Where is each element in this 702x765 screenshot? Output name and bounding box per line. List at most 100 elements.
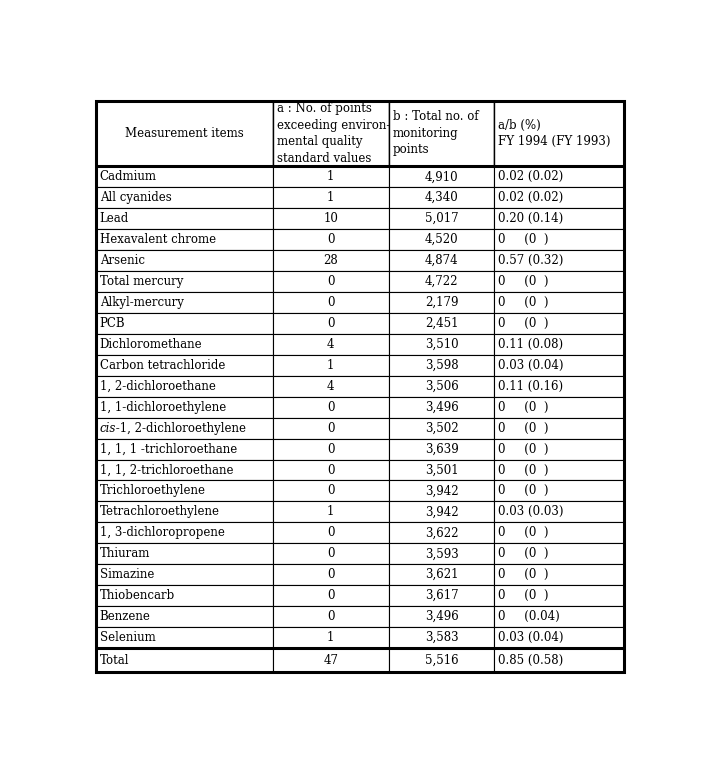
Bar bbox=[494, 501, 623, 522]
Text: 1, 2-dichloroethane: 1, 2-dichloroethane bbox=[100, 379, 216, 392]
Bar bbox=[389, 334, 494, 355]
Bar bbox=[272, 397, 389, 418]
Bar bbox=[96, 418, 272, 438]
Bar bbox=[272, 522, 389, 543]
Bar bbox=[272, 355, 389, 376]
Text: 2,179: 2,179 bbox=[425, 296, 458, 309]
Bar bbox=[96, 627, 272, 648]
Bar bbox=[96, 606, 272, 627]
Text: 0: 0 bbox=[327, 568, 334, 581]
Text: Dichloromethane: Dichloromethane bbox=[100, 338, 202, 351]
Bar bbox=[494, 397, 623, 418]
Bar bbox=[494, 208, 623, 230]
Text: 0     (0  ): 0 (0 ) bbox=[498, 296, 549, 309]
Text: 0.85 (0.58): 0.85 (0.58) bbox=[498, 653, 564, 666]
Bar bbox=[272, 418, 389, 438]
Text: 4: 4 bbox=[327, 379, 334, 392]
Bar bbox=[494, 355, 623, 376]
Bar bbox=[96, 230, 272, 250]
Text: Thiuram: Thiuram bbox=[100, 547, 150, 560]
Bar bbox=[272, 585, 389, 606]
Bar bbox=[389, 355, 494, 376]
Bar bbox=[389, 166, 494, 187]
Text: 0.02 (0.02): 0.02 (0.02) bbox=[498, 171, 564, 184]
Bar bbox=[272, 438, 389, 460]
Text: 0     (0  ): 0 (0 ) bbox=[498, 589, 549, 602]
Text: 0: 0 bbox=[327, 401, 334, 414]
Bar bbox=[389, 313, 494, 334]
Text: 4,520: 4,520 bbox=[425, 233, 458, 246]
Bar bbox=[96, 250, 272, 271]
Bar bbox=[494, 627, 623, 648]
Text: 4,910: 4,910 bbox=[425, 171, 458, 184]
Text: 0: 0 bbox=[327, 464, 334, 477]
Bar bbox=[494, 565, 623, 585]
Bar bbox=[96, 101, 272, 166]
Bar bbox=[389, 397, 494, 418]
Bar bbox=[494, 292, 623, 313]
Bar bbox=[494, 187, 623, 208]
Text: 1: 1 bbox=[327, 631, 334, 644]
Bar bbox=[389, 648, 494, 672]
Bar bbox=[389, 376, 494, 397]
Bar bbox=[389, 501, 494, 522]
Bar bbox=[96, 397, 272, 418]
Bar bbox=[272, 460, 389, 480]
Text: 0: 0 bbox=[327, 589, 334, 602]
Bar bbox=[389, 418, 494, 438]
Text: Total mercury: Total mercury bbox=[100, 275, 183, 288]
Text: 0     (0  ): 0 (0 ) bbox=[498, 233, 549, 246]
Text: 3,502: 3,502 bbox=[425, 422, 458, 435]
Text: 0.03 (0.03): 0.03 (0.03) bbox=[498, 506, 564, 519]
Bar bbox=[96, 334, 272, 355]
Bar bbox=[96, 480, 272, 501]
Text: 0: 0 bbox=[327, 296, 334, 309]
Bar bbox=[96, 292, 272, 313]
Text: Total: Total bbox=[100, 653, 129, 666]
Text: Thiobencarb: Thiobencarb bbox=[100, 589, 175, 602]
Text: 0.11 (0.16): 0.11 (0.16) bbox=[498, 379, 563, 392]
Text: 0     (0  ): 0 (0 ) bbox=[498, 484, 549, 497]
Text: 4: 4 bbox=[327, 338, 334, 351]
Text: 0.02 (0.02): 0.02 (0.02) bbox=[498, 191, 564, 204]
Bar bbox=[272, 271, 389, 292]
Text: 4,722: 4,722 bbox=[425, 275, 458, 288]
Bar bbox=[494, 376, 623, 397]
Text: 5,017: 5,017 bbox=[425, 212, 458, 225]
Bar bbox=[272, 187, 389, 208]
Text: 2,451: 2,451 bbox=[425, 317, 458, 330]
Bar bbox=[272, 606, 389, 627]
Bar bbox=[494, 166, 623, 187]
Text: 4,340: 4,340 bbox=[425, 191, 458, 204]
Bar bbox=[272, 543, 389, 565]
Bar bbox=[96, 208, 272, 230]
Text: 0: 0 bbox=[327, 233, 334, 246]
Text: 3,496: 3,496 bbox=[425, 610, 458, 623]
Text: All cyanides: All cyanides bbox=[100, 191, 171, 204]
Bar bbox=[96, 166, 272, 187]
Bar bbox=[272, 480, 389, 501]
Bar bbox=[96, 501, 272, 522]
Bar bbox=[272, 376, 389, 397]
Text: -1, 2-dichloroethylene: -1, 2-dichloroethylene bbox=[112, 422, 246, 435]
Text: 0     (0  ): 0 (0 ) bbox=[498, 401, 549, 414]
Text: 0: 0 bbox=[327, 547, 334, 560]
Bar bbox=[494, 313, 623, 334]
Bar bbox=[494, 543, 623, 565]
Text: 1: 1 bbox=[327, 359, 334, 372]
Text: Tetrachloroethylene: Tetrachloroethylene bbox=[100, 506, 220, 519]
Bar bbox=[389, 250, 494, 271]
Text: Lead: Lead bbox=[100, 212, 129, 225]
Text: b : Total no. of
monitoring
points: b : Total no. of monitoring points bbox=[392, 110, 478, 157]
Bar bbox=[96, 355, 272, 376]
Text: 0     (0  ): 0 (0 ) bbox=[498, 464, 549, 477]
Bar bbox=[272, 230, 389, 250]
Bar bbox=[389, 543, 494, 565]
Text: Hexavalent chrome: Hexavalent chrome bbox=[100, 233, 216, 246]
Text: 47: 47 bbox=[323, 653, 338, 666]
Bar bbox=[272, 250, 389, 271]
Bar bbox=[494, 334, 623, 355]
Text: 4,874: 4,874 bbox=[425, 254, 458, 267]
Text: 0     (0  ): 0 (0 ) bbox=[498, 443, 549, 456]
Bar bbox=[494, 230, 623, 250]
